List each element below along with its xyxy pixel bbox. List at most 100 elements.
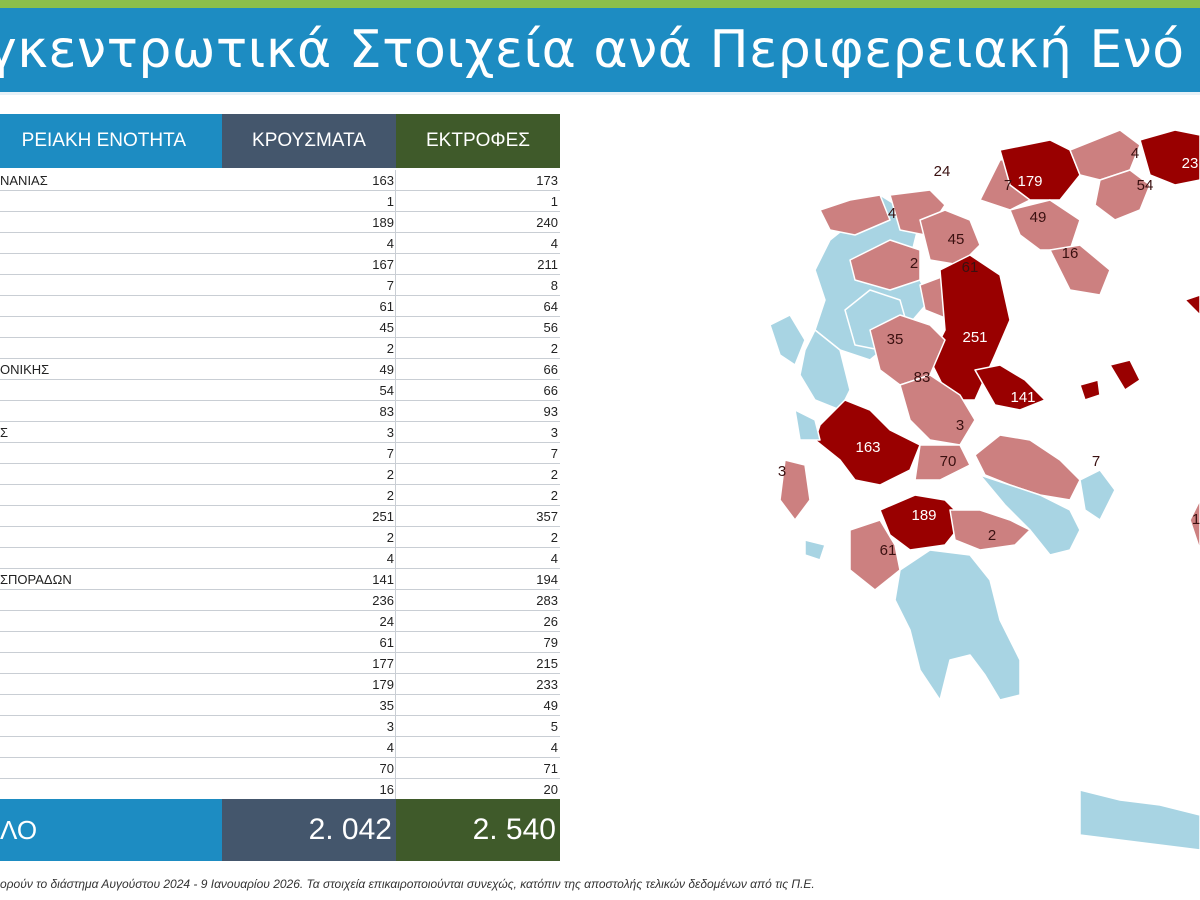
map-region xyxy=(1109,359,1141,391)
cases-value: 4 xyxy=(386,551,394,566)
map-region-label: 24 xyxy=(934,163,951,180)
outbreaks-value: 4 xyxy=(550,551,558,566)
map-region xyxy=(974,434,1081,501)
map-region xyxy=(869,314,946,386)
cases-value: 189 xyxy=(372,215,394,230)
map-region-label: 163 xyxy=(855,439,880,456)
map-region xyxy=(919,209,981,266)
outbreaks-value: 26 xyxy=(543,614,558,629)
map-region xyxy=(799,329,851,411)
outbreaks-value: 4 xyxy=(550,236,558,251)
table-body: ΝΑΝΙΑΣ 163 173 1 1 189 240 4 4 167 211 7 8 61 64 45 56 2 2… xyxy=(0,170,560,800)
map-region-label: 7 xyxy=(1092,453,1100,470)
map-region-label: 16 xyxy=(1062,245,1079,262)
table-row: 251 357 xyxy=(0,506,560,527)
column-divider xyxy=(395,422,396,443)
column-divider xyxy=(395,212,396,233)
page-title: γκεντρωτικά Στοιχεία ανά Περιφερειακή Εν… xyxy=(0,20,1185,80)
cases-value: 24 xyxy=(379,614,394,629)
table-row: 236 283 xyxy=(0,590,560,611)
region-name: ΝΑΝΙΑΣ xyxy=(0,173,48,188)
outbreaks-value: 2 xyxy=(550,488,558,503)
cases-value: 177 xyxy=(372,656,394,671)
map-region-label: 7 xyxy=(1004,177,1012,194)
outbreaks-value: 66 xyxy=(543,362,558,377)
map-region xyxy=(794,409,821,441)
table-row: 83 93 xyxy=(0,401,560,422)
map-region-label: 179 xyxy=(1017,173,1042,190)
cases-value: 2 xyxy=(386,467,394,482)
table-row: 189 240 xyxy=(0,212,560,233)
cases-value: 4 xyxy=(386,236,394,251)
cases-value: 163 xyxy=(372,173,394,188)
cases-value: 141 xyxy=(372,572,394,587)
column-divider xyxy=(395,779,396,800)
table-row: 24 26 xyxy=(0,611,560,632)
map-region xyxy=(1079,469,1116,521)
map-region-label: 141 xyxy=(1010,389,1035,406)
column-divider xyxy=(395,548,396,569)
column-divider xyxy=(395,506,396,527)
total-cases: 2. 042 xyxy=(222,799,396,861)
column-divider xyxy=(395,758,396,779)
map-region xyxy=(999,139,1081,201)
map-svg: 179 4 23 54 24 7 4 49 45 2 61 16 35 251 83 141 163 3 3 70 7 1… xyxy=(769,129,1200,851)
outbreaks-value: 233 xyxy=(536,677,558,692)
column-divider xyxy=(395,464,396,485)
cases-value: 3 xyxy=(386,425,394,440)
cases-value: 7 xyxy=(386,278,394,293)
top-accent-bar xyxy=(0,0,1200,8)
table-row: 167 211 xyxy=(0,254,560,275)
table-row: ΟΝΙΚΗΣ 49 66 xyxy=(0,359,560,380)
cases-value: 251 xyxy=(372,509,394,524)
outbreaks-value: 194 xyxy=(536,572,558,587)
total-outbreaks: 2. 540 xyxy=(396,799,560,861)
map-region-label: 4 xyxy=(1131,145,1139,162)
column-divider xyxy=(395,275,396,296)
title-banner: γκεντρωτικά Στοιχεία ανά Περιφερειακή Εν… xyxy=(0,8,1200,92)
cases-value: 167 xyxy=(372,257,394,272)
header-cases: ΚΡΟΥΣΜΑΤΑ xyxy=(222,114,396,168)
cases-value: 35 xyxy=(379,698,394,713)
map-region-label: 1 xyxy=(1192,511,1200,528)
outbreaks-value: 7 xyxy=(550,446,558,461)
table-row: ΝΑΝΙΑΣ 163 173 xyxy=(0,170,560,191)
map-region xyxy=(949,509,1031,551)
column-divider xyxy=(395,590,396,611)
column-divider xyxy=(395,611,396,632)
outbreaks-value: 240 xyxy=(536,215,558,230)
column-divider xyxy=(395,653,396,674)
table-row: 54 66 xyxy=(0,380,560,401)
total-label: ΛΟ xyxy=(0,799,222,861)
outbreaks-value: 2 xyxy=(550,467,558,482)
map-region xyxy=(769,314,806,366)
map-region xyxy=(1094,169,1151,221)
map-region-label: 189 xyxy=(911,507,936,524)
map-region-label: 3 xyxy=(956,417,964,434)
cases-value: 4 xyxy=(386,740,394,755)
map-region xyxy=(979,474,1081,556)
map-region xyxy=(894,549,1021,701)
map-region-label: 3 xyxy=(778,463,786,480)
map-region-label: 70 xyxy=(940,453,957,470)
cases-value: 2 xyxy=(386,341,394,356)
table-total-row: ΛΟ 2. 042 2. 540 xyxy=(0,799,562,861)
map-region xyxy=(974,364,1046,411)
map-region-label: 35 xyxy=(887,331,904,348)
map-region xyxy=(1079,789,1200,851)
outbreaks-value: 211 xyxy=(537,257,558,272)
outbreaks-value: 357 xyxy=(536,509,558,524)
outbreaks-value: 3 xyxy=(550,425,558,440)
column-divider xyxy=(395,569,396,590)
outbreaks-value: 173 xyxy=(536,173,558,188)
column-divider xyxy=(395,233,396,254)
outbreaks-value: 49 xyxy=(543,698,558,713)
outbreaks-value: 8 xyxy=(550,278,558,293)
outbreaks-value: 215 xyxy=(536,656,558,671)
column-divider xyxy=(395,443,396,464)
outbreaks-value: 2 xyxy=(550,530,558,545)
